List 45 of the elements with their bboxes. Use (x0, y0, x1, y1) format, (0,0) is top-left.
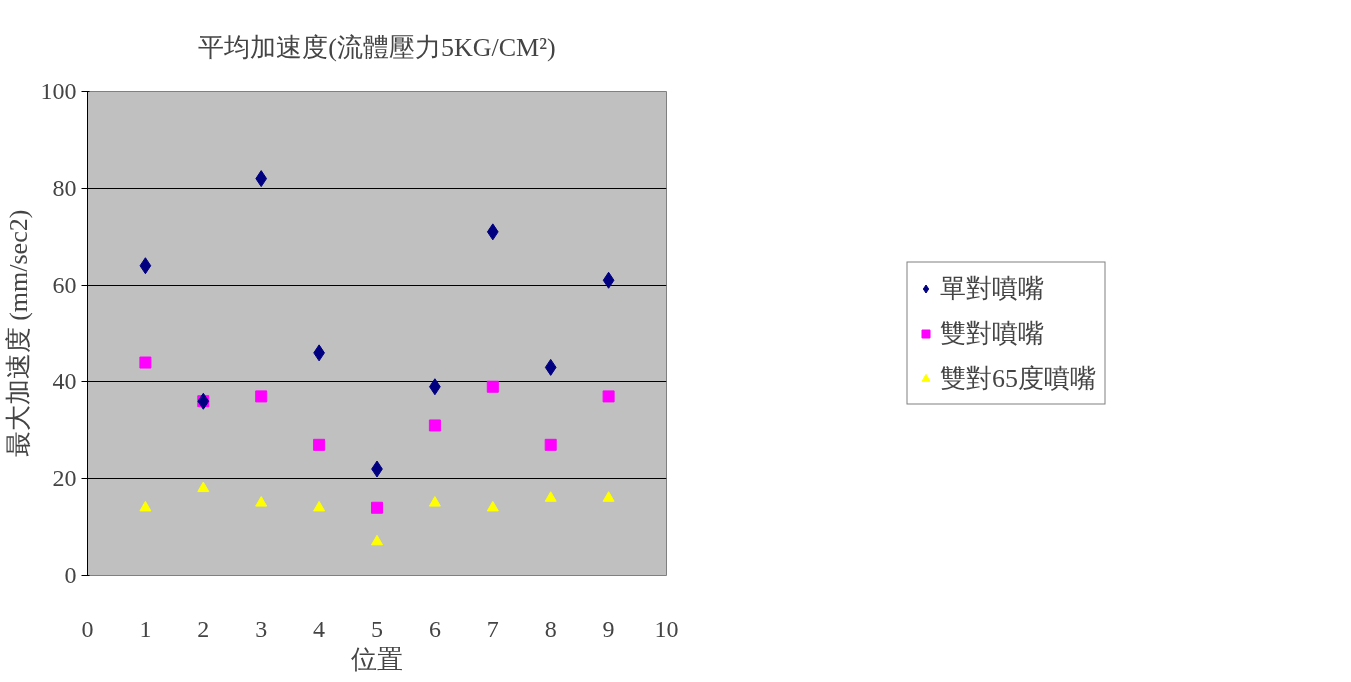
y-tick-label: 20 (52, 465, 77, 492)
x-axis-title: 位置 (351, 644, 403, 674)
point (139, 500, 152, 512)
x-tick-label: 7 (486, 615, 499, 642)
y-axis-title: 最大加速度 (mm/sec2) (3, 209, 33, 458)
x-tick-label: 10 (654, 615, 679, 642)
x-tick-label: 3 (255, 615, 268, 642)
point (428, 496, 441, 507)
point (544, 438, 557, 451)
y-tick-label: 0 (64, 562, 77, 588)
point (371, 501, 383, 514)
point (255, 170, 268, 188)
x-tick-label: 6 (428, 615, 441, 642)
point (486, 500, 499, 512)
x-tick-label: 8 (544, 615, 557, 642)
x-tick-label: 2 (197, 615, 210, 642)
legend-label: 雙對65度噴嘴 (940, 362, 1096, 395)
point (371, 534, 383, 546)
point (255, 390, 268, 403)
y-tick-label: 100 (40, 78, 77, 104)
y-tick-label: 40 (52, 368, 77, 395)
point (255, 496, 268, 507)
point (602, 390, 615, 403)
point (197, 481, 210, 493)
point (139, 356, 152, 369)
x-tick-label: 1 (139, 615, 152, 642)
point (139, 257, 152, 275)
chart-title: 平均加速度(流體壓力5KG/CM²) (198, 32, 556, 62)
point (544, 491, 557, 502)
point (602, 491, 615, 502)
point (544, 358, 557, 376)
point (486, 223, 499, 241)
x-tick-label: 0 (81, 615, 94, 642)
legend-label: 單對噴嘴 (940, 272, 1044, 305)
point (313, 438, 326, 451)
x-tick-label: 9 (602, 615, 615, 642)
x-tick-label: 4 (313, 615, 326, 642)
x-tick-label: 5 (371, 615, 383, 642)
point (602, 271, 615, 289)
y-tick-label: 80 (52, 174, 77, 201)
y-tick-label: 60 (52, 271, 77, 298)
point (313, 500, 326, 512)
point (428, 419, 441, 432)
legend-label: 雙對噴嘴 (940, 317, 1044, 350)
point (486, 380, 499, 393)
